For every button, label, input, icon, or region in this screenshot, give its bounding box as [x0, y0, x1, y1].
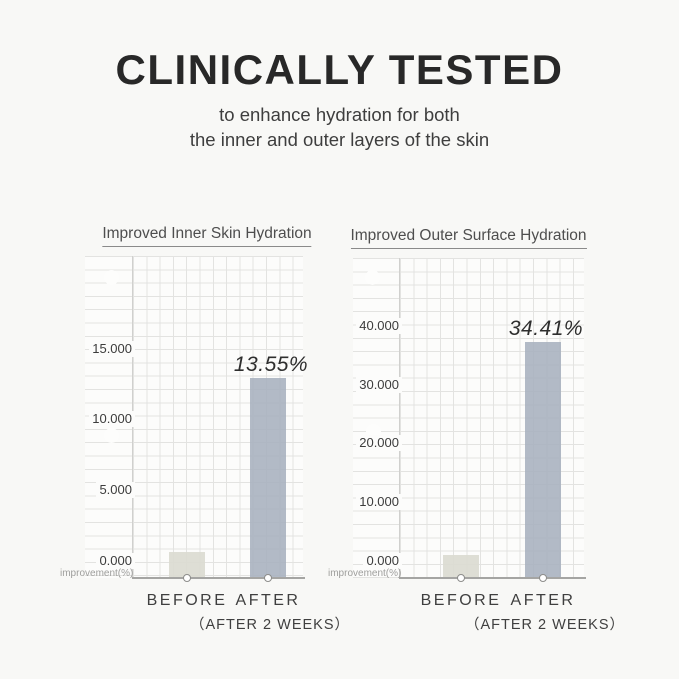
x-axis-line [132, 577, 305, 579]
page-title: CLINICALLY TESTED [115, 46, 564, 93]
category-label: AFTER [510, 592, 576, 609]
axis-marker-dot [263, 574, 272, 582]
bar-after [250, 378, 286, 578]
subtitle-line-2: the inner and outer layers of the skin [189, 129, 490, 150]
bar-before [169, 551, 205, 578]
y-axis-tick-label: 0.000 [353, 553, 402, 569]
y-axis-tick-label: 15.000 [85, 340, 135, 357]
category-label: BEFORE [420, 592, 502, 609]
category-label: BEFORE [146, 592, 228, 609]
y-axis-tick-label: 0.000 [85, 553, 135, 569]
axis-marker-dot [182, 574, 191, 582]
y-axis-caption: improvement(%) [328, 568, 402, 579]
paper-hole [103, 269, 119, 285]
y-axis-tick-label: 10.000 [85, 411, 135, 428]
bar-before [443, 554, 479, 578]
bar-value-label: 13.55% [233, 353, 309, 377]
paper-hole [103, 427, 119, 443]
category-label: AFTER [235, 592, 301, 609]
paper-hole [364, 269, 380, 285]
y-axis-tick-label: 40.000 [353, 317, 402, 334]
x-axis-line [399, 577, 586, 579]
chart-outer-surface-hydration: Improved Outer Surface Hydration 0.000 10.… [328, 227, 624, 633]
axis-marker-dot [456, 574, 465, 582]
category-sublabel: （AFTER 2 WEEKS） [189, 617, 351, 633]
chart-inner-skin-hydration: Improved Inner Skin Hydration 0.000 5.000 1… [60, 225, 349, 633]
y-axis-caption: improvement(%) [60, 568, 134, 579]
page-subtitle: to enhance hydration for both the inner … [0, 102, 679, 152]
y-axis-tick-label: 30.000 [353, 376, 402, 393]
chart-title: Improved Outer Surface Hydration [350, 227, 587, 249]
paper-hole [365, 423, 381, 439]
subtitle-line-1: to enhance hydration for both [219, 104, 460, 125]
y-axis-tick-label: 10.000 [353, 494, 402, 511]
category-sublabel: （AFTER 2 WEEKS） [464, 617, 626, 633]
y-axis-tick-label: 20.000 [353, 435, 402, 452]
axis-marker-dot [538, 574, 547, 582]
bar-after [525, 342, 561, 578]
chart-title: Improved Inner Skin Hydration [102, 225, 312, 247]
y-axis-tick-label: 5.000 [85, 482, 135, 499]
bar-value-label: 34.41% [508, 317, 584, 341]
